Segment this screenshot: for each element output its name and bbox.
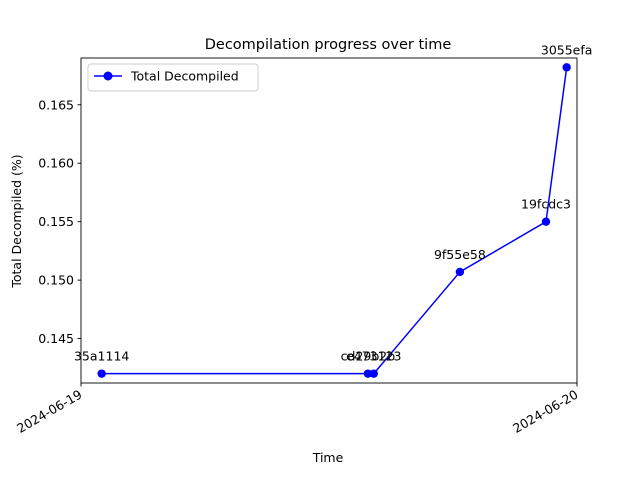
y-tick-label: 0.165	[38, 97, 74, 112]
data-point	[369, 369, 378, 378]
legend-marker	[103, 71, 113, 81]
data-point	[455, 267, 465, 277]
chart-title: Decompilation progress over time	[205, 37, 452, 53]
point-label: cd29b2b	[341, 349, 396, 364]
plot-area	[80, 57, 578, 384]
series-line	[101, 67, 568, 375]
legend-label: Total Decompiled	[130, 69, 239, 84]
legend-box	[87, 63, 259, 92]
legend: Total Decompiled	[87, 63, 259, 92]
y-axis-label: Total Decompiled (%)	[9, 154, 24, 288]
data-point	[541, 217, 551, 226]
point-label: e473123	[346, 349, 401, 364]
x-axis-label: Time	[312, 450, 344, 465]
x-tick-label: 2024-06-19	[14, 387, 84, 436]
y-tick-label: 0.145	[38, 331, 74, 346]
data-point	[562, 63, 571, 72]
point-label: 35a1114	[74, 349, 129, 364]
data-point	[363, 369, 373, 378]
x-tick-label: 2024-06-20	[510, 387, 580, 436]
point-label: 19fcdc3	[521, 197, 571, 212]
data-point	[97, 369, 106, 378]
point-label: 3055efa	[541, 42, 593, 57]
y-tick-label: 0.150	[38, 273, 74, 288]
y-tick-label: 0.155	[38, 214, 74, 229]
point-label: 9f55e58	[434, 247, 486, 262]
y-tick-label: 0.160	[38, 156, 74, 171]
